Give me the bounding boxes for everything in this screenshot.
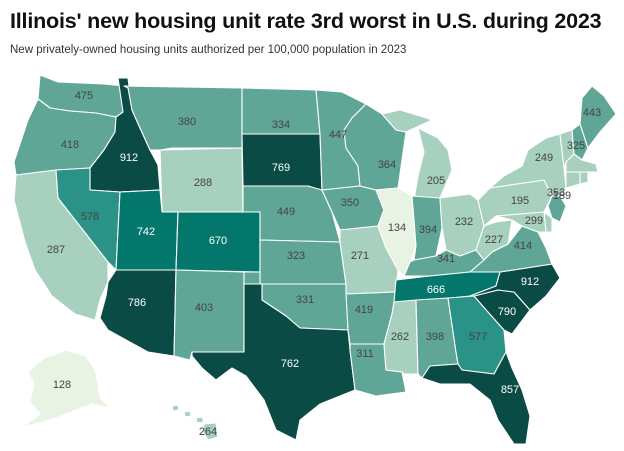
label-IN: 394 [419, 224, 437, 236]
label-AR: 419 [355, 304, 373, 316]
state-WV[interactable] [475, 219, 513, 261]
map-subtitle: New privately-owned housing units author… [10, 44, 407, 56]
label-MS: 262 [391, 331, 409, 343]
state-HI-island-big[interactable] [202, 422, 219, 441]
label-UT: 742 [137, 226, 155, 238]
label-NV: 578 [81, 211, 99, 223]
label-WA: 475 [75, 90, 93, 102]
label-NM: 403 [195, 302, 213, 314]
map-title: Illinois' new housing unit rate 3rd wors… [10, 9, 602, 33]
state-RI[interactable] [579, 171, 589, 185]
label-NJ: 353 [547, 187, 565, 199]
label-TX: 762 [281, 358, 299, 370]
state-HI-island-kauai[interactable] [171, 404, 180, 412]
state-MD[interactable] [495, 211, 547, 233]
label-IA: 350 [341, 197, 359, 209]
label-TN: 666 [427, 284, 445, 296]
label-AL: 398 [426, 331, 444, 343]
label-WV: 227 [485, 234, 503, 246]
label-ND: 334 [272, 119, 290, 131]
label-WI: 364 [378, 159, 396, 171]
label-OH: 232 [455, 216, 473, 228]
state-MI[interactable] [413, 127, 453, 201]
label-VA: 414 [514, 240, 532, 252]
state-CT[interactable] [565, 171, 581, 189]
label-NE: 449 [277, 206, 295, 218]
state-AK[interactable] [23, 349, 111, 427]
label-DE: 189 [553, 190, 571, 202]
label-CA: 287 [47, 244, 65, 256]
state-FL[interactable] [421, 351, 531, 445]
label-AK: 128 [53, 379, 71, 391]
state-KS[interactable] [259, 239, 347, 285]
state-TX[interactable] [191, 283, 356, 441]
label-NY: 249 [535, 152, 553, 164]
state-ME[interactable] [579, 85, 617, 149]
label-MO: 271 [351, 250, 369, 262]
label-FL: 857 [501, 384, 519, 396]
label-NC: 912 [521, 276, 539, 288]
label-LA: 311 [356, 348, 374, 360]
state-HI-island-oahu[interactable] [183, 410, 192, 418]
label-CO: 670 [209, 235, 227, 247]
label-MT: 380 [178, 116, 196, 128]
state-HI-island-maui[interactable] [195, 416, 205, 424]
state-NC[interactable] [469, 263, 561, 311]
label-WY: 288 [194, 177, 212, 189]
label-KY: 341 [437, 253, 455, 265]
label-HI: 264 [199, 426, 217, 438]
state-MI-upper[interactable] [381, 109, 433, 133]
label-MI: 205 [427, 175, 445, 187]
state-NH[interactable] [571, 123, 589, 161]
label-IL: 134 [388, 222, 406, 234]
label-ID: 912 [120, 152, 138, 164]
label-OK: 331 [296, 294, 314, 306]
label-OR: 418 [61, 139, 79, 151]
state-NM[interactable] [173, 269, 245, 361]
state-AZ[interactable] [99, 269, 177, 357]
label-MD: 299 [525, 215, 543, 227]
state-NJ[interactable] [547, 195, 567, 223]
label-SC: 790 [498, 306, 516, 318]
label-GA: 577 [469, 331, 487, 343]
label-AZ: 786 [128, 297, 146, 309]
label-NH: 325 [567, 140, 585, 152]
label-ME: 443 [583, 107, 601, 119]
label-PA: 195 [511, 195, 529, 207]
label-SD: 769 [272, 162, 290, 174]
state-value-labels: 475 418 287 912 578 380 288 742 786 670 … [47, 90, 601, 438]
label-KS: 323 [287, 250, 305, 262]
label-MN: 447 [329, 129, 347, 141]
